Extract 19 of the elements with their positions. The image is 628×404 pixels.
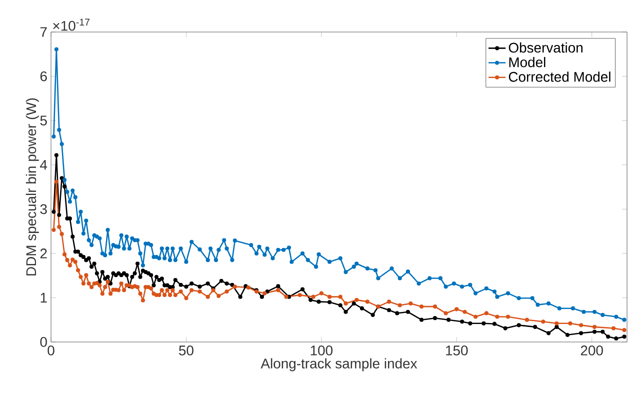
x-tick-label: 150 xyxy=(446,346,468,356)
y-tick-label: 4 xyxy=(40,160,48,170)
x-tick-label: 100 xyxy=(310,346,333,356)
legend-label: Corrected Model xyxy=(508,72,610,82)
text: ×10$^{-17}$ xyxy=(53,18,90,31)
y-tick-label: 6 xyxy=(40,71,47,82)
x-tick-label: 0 xyxy=(48,346,54,356)
x-axis-title: Along-track sample index xyxy=(260,358,418,372)
legend-label: Model xyxy=(509,56,546,68)
legend-label: Observation xyxy=(508,42,582,53)
x-tick-label: 50 xyxy=(179,346,194,356)
y-tick-label: 5 xyxy=(40,116,47,126)
y-tick-label: 1 xyxy=(40,292,47,303)
y-axis-title: DDM specualr bin power (W) xyxy=(26,98,39,276)
y-tick-label: 0 xyxy=(40,337,47,347)
y-tick-label: 7 xyxy=(40,27,47,37)
x-tick-label: 200 xyxy=(580,346,603,356)
y-tick-label: 2 xyxy=(40,248,47,258)
y-tick-label: 3 xyxy=(40,204,47,214)
